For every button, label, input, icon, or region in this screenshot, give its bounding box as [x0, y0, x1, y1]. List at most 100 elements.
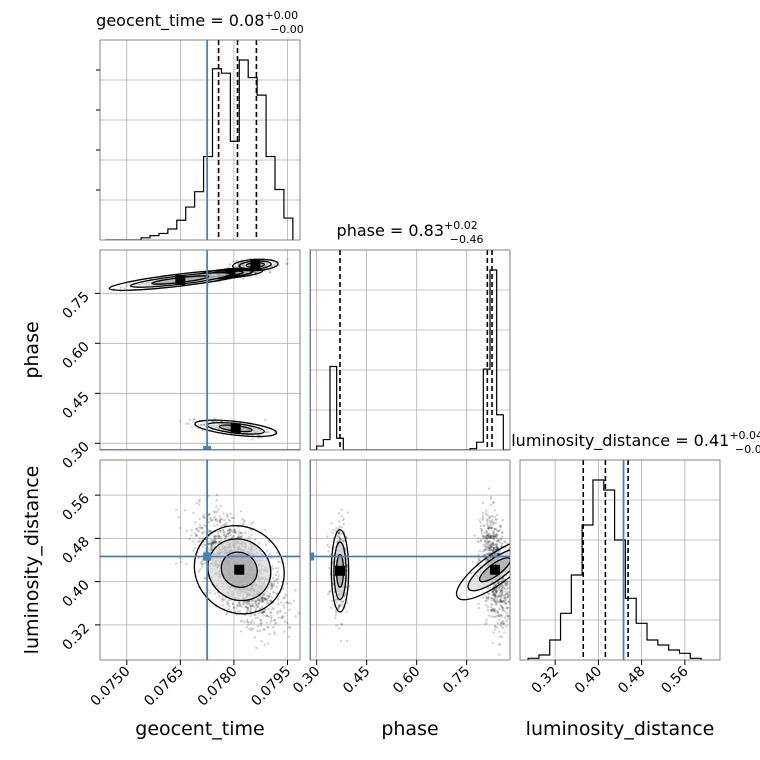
scatter-point — [504, 593, 507, 596]
scatter-point — [500, 535, 504, 538]
scatter-point — [496, 611, 499, 614]
histogram-geocent_time — [105, 40, 294, 240]
scatter-point — [198, 500, 201, 503]
scatter-point — [327, 546, 331, 549]
scatter-point — [222, 529, 225, 532]
scatter-point — [499, 537, 503, 540]
scatter-point — [250, 600, 253, 603]
scatter-point — [203, 543, 206, 547]
scatter-point — [227, 608, 230, 611]
scatter-point — [228, 604, 231, 608]
scatter-point — [233, 610, 237, 613]
scatter-point — [254, 599, 257, 603]
scatter-point — [481, 550, 485, 553]
scatter-point — [498, 594, 501, 598]
scatter-point — [262, 593, 265, 597]
scatter-point — [345, 601, 349, 605]
scatter-point — [201, 536, 205, 540]
frame-geocent_time — [99, 39, 301, 241]
scatter-point — [270, 565, 274, 568]
scatter-point — [220, 598, 224, 601]
scatter-point — [486, 537, 489, 540]
scatter-point — [214, 542, 217, 545]
scatter-point — [493, 527, 497, 531]
grid-2-2 — [520, 460, 720, 660]
scatter-point — [222, 598, 225, 602]
scatter-point — [499, 588, 503, 592]
scatter-point — [490, 542, 493, 545]
scatter-point — [493, 533, 496, 536]
scatter-point — [492, 631, 495, 634]
scatter-point — [269, 582, 273, 586]
scatter-point — [330, 599, 334, 603]
scatter-point — [245, 618, 249, 622]
scatter-point — [257, 598, 260, 602]
scatter-point — [195, 534, 198, 538]
scatter-point — [487, 608, 490, 612]
scatter-point — [507, 594, 510, 597]
scatter-point — [506, 583, 509, 586]
scatter-point — [297, 612, 300, 615]
scatter-point — [213, 535, 216, 538]
scatter-point — [269, 611, 273, 615]
scatter-point — [217, 540, 221, 543]
scatter-point — [504, 590, 507, 593]
scatter-point — [477, 553, 480, 557]
scatter-point — [219, 518, 222, 522]
scatter-point — [228, 528, 231, 531]
contour-0 — [194, 419, 278, 438]
scatter-point — [123, 287, 126, 290]
scatter-point — [236, 259, 239, 262]
scatter-point — [492, 590, 495, 593]
density-peak — [490, 564, 500, 575]
scatter-point — [179, 526, 182, 530]
scatter-point — [263, 597, 267, 601]
scatter-point — [196, 529, 200, 533]
scatter-point — [491, 548, 495, 551]
scatter-point — [209, 541, 212, 544]
scatter-point — [198, 498, 201, 502]
scatter-point — [495, 589, 498, 593]
contour-0 — [330, 529, 350, 613]
scatter-point — [219, 517, 222, 521]
scatter-point — [273, 566, 277, 570]
scatter-point — [499, 597, 502, 601]
scatter-point — [228, 530, 232, 533]
scatter-point — [286, 262, 289, 265]
scatter-point — [334, 598, 338, 602]
scatter-point — [212, 542, 216, 545]
scatter-point — [336, 540, 339, 543]
scatter-point — [271, 583, 274, 587]
scatter-point — [494, 600, 497, 604]
scatter-point — [270, 265, 274, 268]
scatter-point — [486, 527, 490, 530]
y-tick-label-luminosity_distance: 0.40 — [59, 577, 92, 610]
scatter-point — [496, 596, 499, 599]
scatter-point — [261, 595, 264, 599]
scatter-point — [485, 595, 488, 598]
scatter-point — [258, 629, 262, 633]
scatter-point — [493, 598, 496, 601]
scatter-point — [260, 599, 263, 602]
scatter-point — [274, 573, 278, 577]
scatter-point — [494, 595, 497, 598]
scatter-point — [479, 539, 483, 543]
scatter-point — [503, 539, 506, 543]
scatter-point — [491, 515, 495, 518]
scatter-point — [246, 601, 249, 604]
scatter-point — [257, 612, 260, 615]
scatter-point — [507, 587, 510, 590]
scatter-point — [499, 538, 502, 541]
scatter-point — [241, 619, 244, 622]
scatter-point — [494, 595, 497, 598]
scatter-point — [486, 523, 489, 526]
scatter-point — [494, 583, 498, 587]
scatter-point — [489, 606, 493, 609]
scatter-point — [500, 579, 503, 583]
scatter-point — [487, 597, 490, 601]
scatter-point — [344, 548, 348, 551]
scatter-point — [286, 258, 289, 261]
scatter-point — [486, 521, 489, 524]
scatter-point — [268, 552, 272, 555]
scatter-point — [256, 605, 260, 609]
